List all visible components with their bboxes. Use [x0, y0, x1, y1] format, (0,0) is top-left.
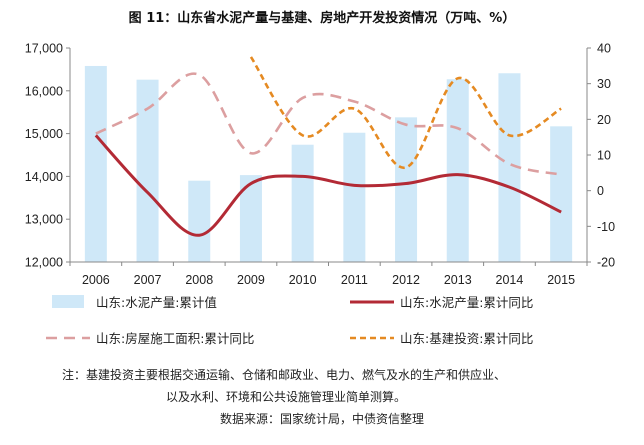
right-tick-label: -10	[597, 220, 615, 234]
legend-label: 山东:水泥产量:累计值	[96, 295, 217, 310]
x-tick-label: 2012	[392, 273, 420, 287]
right-tick-label: 20	[597, 113, 611, 127]
data-source: 数据来源：国家统计局，中债资信整理	[219, 412, 424, 426]
x-tick-label: 2006	[82, 273, 110, 287]
note-line-1: 注：基建投资主要根据交通运输、仓储和邮政业、电力、燃气及水的生产和供应业、	[62, 368, 507, 382]
left-tick-label: 15,000	[25, 127, 63, 141]
legend-label: 山东:水泥产量:累计同比	[400, 295, 533, 310]
x-tick-label: 2013	[444, 273, 472, 287]
x-tick-label: 2009	[237, 273, 265, 287]
x-tick-label: 2014	[496, 273, 524, 287]
legend-label: 山东:基建投资:累计同比	[400, 331, 533, 346]
x-tick-label: 2008	[185, 273, 213, 287]
right-tick-label: 0	[597, 184, 604, 198]
left-tick-label: 14,000	[25, 170, 63, 184]
line-cement-yoy	[94, 134, 562, 237]
x-tick-label: 2010	[289, 273, 317, 287]
bar-2006	[84, 65, 107, 262]
bar-2011	[343, 132, 366, 262]
right-tick-label: 30	[597, 77, 611, 91]
bar-2013	[446, 79, 469, 262]
x-tick-label: 2007	[134, 273, 162, 287]
x-tick-label: 2011	[341, 273, 368, 287]
x-tick-label: 2015	[547, 273, 575, 287]
line-layer	[94, 56, 562, 237]
bar-layer	[84, 65, 573, 262]
left-tick-label: 17,000	[25, 42, 63, 56]
bar-2015	[550, 126, 573, 262]
legend-swatch-bar	[52, 295, 84, 308]
bar-2014	[498, 73, 521, 262]
bar-2010	[291, 144, 314, 262]
footnotes: 注：基建投资主要根据交通运输、仓储和邮政业、电力、燃气及水的生产和供应业、 以及…	[0, 364, 644, 430]
legend-label: 山东:房屋施工面积:累计同比	[96, 331, 254, 346]
bar-2009	[239, 175, 262, 262]
left-tick-label: 12,000	[25, 256, 63, 270]
bar-2008	[188, 180, 211, 262]
line-housing-area-yoy	[95, 72, 562, 176]
right-tick-label: 40	[597, 42, 611, 56]
left-tick-label: 13,000	[25, 213, 63, 227]
right-tick-label: -20	[597, 256, 615, 270]
chart-title: 图 11：山东省水泥产量与基建、房地产开发投资情况（万吨、%）	[128, 11, 516, 26]
bar-2007	[136, 79, 159, 262]
axes: 12,000 13,000 14,000 15,000 16,000 17,000 -20 -…	[25, 42, 615, 288]
left-tick-label: 16,000	[25, 84, 63, 98]
note-line-2: 以及水利、环境和公共设施管理业简单测算。	[166, 390, 407, 404]
bar-2012	[395, 117, 418, 262]
right-tick-label: 10	[597, 149, 611, 163]
line-infra-yoy	[249, 56, 562, 169]
